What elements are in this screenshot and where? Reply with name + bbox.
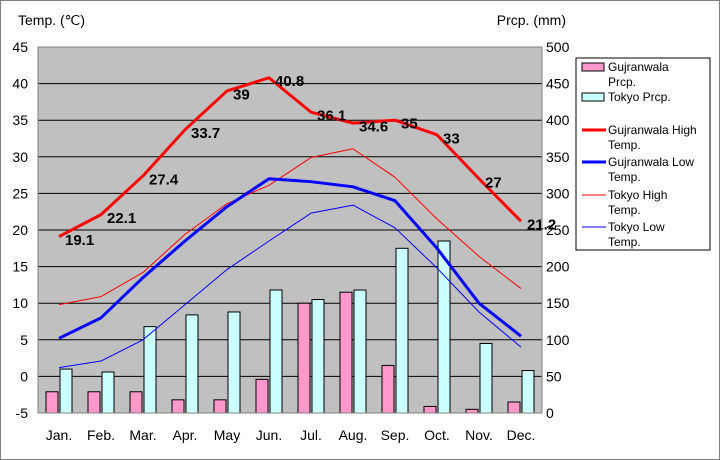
tpr-bar xyxy=(353,289,367,414)
left-tick-label: 30 xyxy=(12,149,28,165)
legend-box xyxy=(575,57,711,251)
right-tick-label: 300 xyxy=(546,185,570,201)
data-label: 40.8 xyxy=(275,73,304,90)
x-tick-label: May xyxy=(214,427,240,443)
data-label: 27.4 xyxy=(149,171,179,188)
x-tick-label: Dec. xyxy=(507,427,536,443)
right-tick-label: 50 xyxy=(546,368,562,384)
legend-label: Tokyo Prcp. xyxy=(608,90,671,104)
gpr-bar xyxy=(45,391,59,414)
x-tick-label: Jun. xyxy=(256,427,282,443)
x-tick-label: Mar. xyxy=(129,427,156,443)
legend-label: Gujranwala Low xyxy=(608,155,694,169)
plot-frame xyxy=(37,46,543,414)
left-tick-label: 25 xyxy=(12,185,28,201)
th-line xyxy=(58,148,522,306)
left-tick-label: 45 xyxy=(12,39,28,55)
legend-label: Gujranwala xyxy=(608,60,669,74)
x-tick-label: Jul. xyxy=(300,427,322,443)
gpr-bar xyxy=(129,391,143,414)
tpr-bar xyxy=(185,314,199,414)
gpr-bar xyxy=(213,399,227,414)
legend-label: Prcp. xyxy=(608,75,636,89)
gpr-bar xyxy=(381,364,395,414)
data-label: 19.1 xyxy=(65,232,94,249)
x-tick-label: Nov. xyxy=(465,427,493,443)
right-axis-title: Prcp. (mm) xyxy=(497,12,566,28)
left-tick-label: 35 xyxy=(12,112,28,128)
left-tick-label: 5 xyxy=(20,332,28,348)
x-tick-label: Apr. xyxy=(173,427,198,443)
tpr-bar xyxy=(101,371,115,414)
right-tick-label: 400 xyxy=(546,112,570,128)
right-tick-label: 350 xyxy=(546,149,570,165)
x-tick-label: Sep. xyxy=(381,427,410,443)
left-tick-label: 0 xyxy=(20,368,28,384)
left-tick-label: 40 xyxy=(12,76,28,92)
tpr-legend-swatch xyxy=(581,92,605,102)
right-tick-label: 250 xyxy=(546,222,570,238)
data-label: 35 xyxy=(401,116,418,133)
tpr-bar xyxy=(269,289,283,414)
x-tick-label: Jan. xyxy=(46,427,72,443)
tpr-bar xyxy=(227,311,241,414)
legend-label: Gujranwala High xyxy=(608,123,697,137)
tpr-bar xyxy=(59,368,73,414)
gpr-bar xyxy=(87,391,101,414)
data-label: 33 xyxy=(443,130,460,147)
x-tick-label: Feb. xyxy=(87,427,115,443)
data-label: 39 xyxy=(233,86,250,103)
left-tick-label: 10 xyxy=(12,295,28,311)
data-label: 22.1 xyxy=(107,210,136,227)
data-label: 33.7 xyxy=(191,125,220,142)
gpr-legend-swatch xyxy=(581,62,605,72)
gpr-bar xyxy=(339,291,353,414)
gpr-bar xyxy=(423,405,437,414)
right-tick-label: 500 xyxy=(546,39,570,55)
legend-label: Temp. xyxy=(608,235,641,249)
tpr-bar xyxy=(143,326,157,414)
right-tick-label: 450 xyxy=(546,76,570,92)
gh-line xyxy=(58,76,523,238)
right-tick-label: 100 xyxy=(546,332,570,348)
data-label: 36.1 xyxy=(317,108,346,125)
tpr-bar xyxy=(479,342,493,414)
legend-label: Temp. xyxy=(608,138,641,152)
right-tick-label: 150 xyxy=(546,295,570,311)
x-tick-label: Oct. xyxy=(424,427,450,443)
left-tick-label: -5 xyxy=(16,405,29,421)
tpr-bar xyxy=(437,240,451,414)
legend-label: Tokyo Low xyxy=(608,220,665,234)
left-axis-title: Temp. (℃) xyxy=(18,12,85,28)
gpr-bar xyxy=(507,401,521,414)
legend-label: Temp. xyxy=(608,170,641,184)
right-tick-label: 200 xyxy=(546,259,570,275)
legend-label: Temp. xyxy=(608,203,641,217)
data-label: 27 xyxy=(485,174,502,191)
legend-label: Tokyo High xyxy=(608,188,667,202)
data-label: 34.6 xyxy=(359,119,388,136)
x-tick-label: Aug. xyxy=(339,427,368,443)
tpr-bar xyxy=(311,299,325,414)
tpr-bar xyxy=(521,370,535,414)
tpr-bar xyxy=(395,247,409,414)
left-tick-label: 15 xyxy=(12,259,28,275)
gpr-bar xyxy=(465,408,479,414)
gpr-bar xyxy=(171,399,185,414)
gpr-bar xyxy=(255,378,269,414)
tl-line xyxy=(58,204,522,369)
right-tick-label: 0 xyxy=(546,405,554,421)
left-tick-label: 20 xyxy=(12,222,28,238)
gl-line xyxy=(58,177,522,340)
gpr-bar xyxy=(297,302,311,414)
